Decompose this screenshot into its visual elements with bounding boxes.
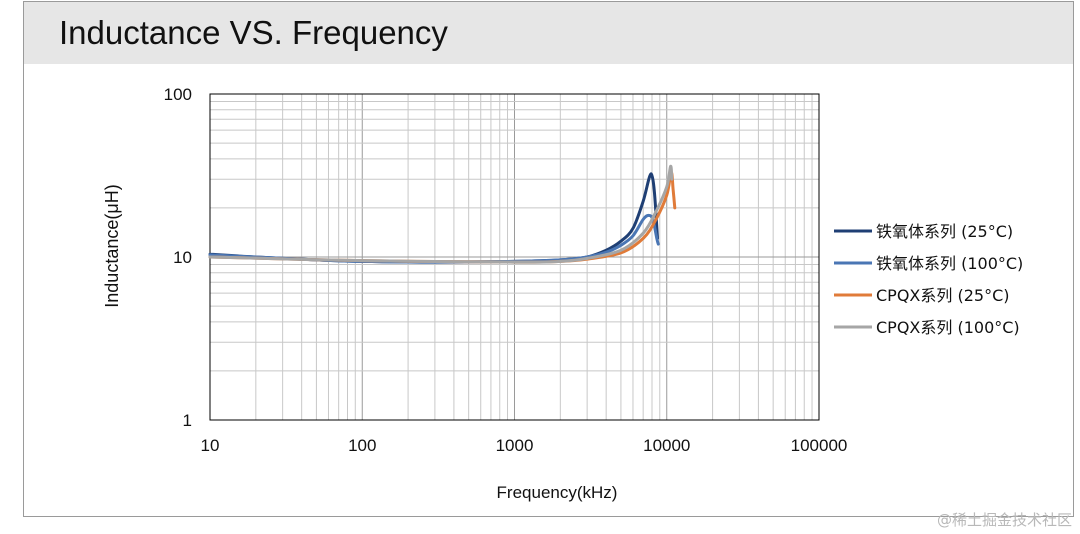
title-bar: Inductance VS. Frequency	[24, 2, 1073, 64]
y-axis-label: Inductance(μH)	[102, 184, 122, 307]
series-line-1	[208, 172, 659, 264]
watermark: @稀土掘金技术社区	[936, 511, 1072, 529]
chart-frame: Inductance VS. Frequency	[23, 1, 1074, 517]
x-tick-labels: 10 100 1000 10000 100000	[201, 436, 848, 455]
grid-lines	[209, 94, 819, 421]
x-tick-label: 10	[201, 436, 220, 455]
legend-label-3: CPQX系列 (25°C)	[876, 286, 1009, 305]
y-tick-label: 10	[173, 248, 192, 267]
y-tick-label: 1	[183, 411, 192, 430]
y-tick-label: 100	[164, 85, 192, 104]
y-tick-labels: 1 10 100	[164, 85, 192, 430]
series-line-3	[208, 170, 677, 264]
series-line-2	[208, 213, 660, 264]
x-tick-label: 10000	[643, 436, 690, 455]
legend-label-1: 铁氧体系列 (25°C)	[876, 222, 1013, 241]
legend-label-2: 铁氧体系列 (100°C)	[876, 254, 1023, 273]
x-tick-label: 100000	[791, 436, 848, 455]
x-tick-label: 1000	[496, 436, 534, 455]
chart-title: Inductance VS. Frequency	[59, 14, 448, 51]
legend-label-4: CPQX系列 (100°C)	[876, 318, 1020, 337]
series-line-4	[208, 164, 674, 264]
x-axis-label: Frequency(kHz)	[497, 483, 618, 502]
series-lines	[208, 164, 677, 264]
legend: 铁氧体系列 (25°C) 铁氧体系列 (100°C) CPQX系列 (25°C) CP…	[834, 222, 1023, 337]
x-tick-label: 100	[348, 436, 376, 455]
